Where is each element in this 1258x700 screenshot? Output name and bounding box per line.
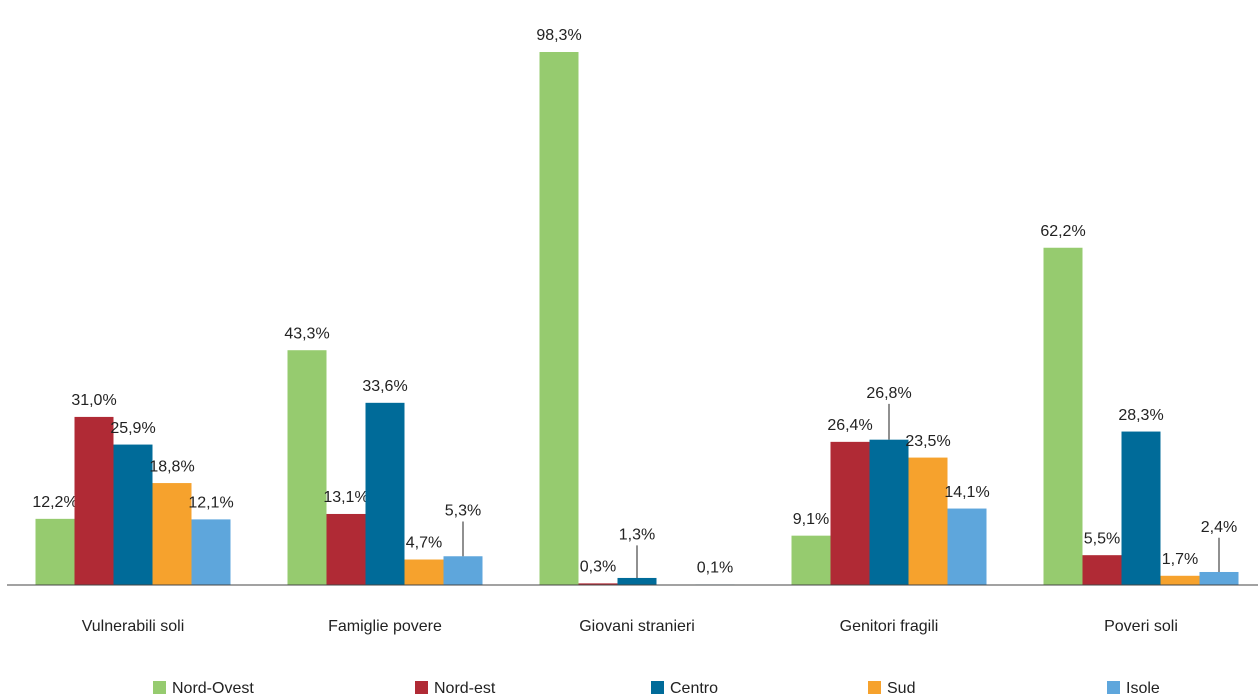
legend-label: Nord-Ovest (172, 680, 254, 697)
legend-swatch (651, 681, 664, 694)
data-label: 1,7% (1162, 551, 1198, 568)
data-label: 1,3% (619, 527, 655, 544)
bar (539, 52, 579, 585)
bar (74, 416, 114, 585)
data-label: 26,4% (827, 417, 872, 434)
data-label: 5,5% (1084, 530, 1120, 547)
bar (404, 559, 444, 585)
legend-swatch (153, 681, 166, 694)
bar (113, 444, 153, 585)
data-label: 28,3% (1118, 407, 1163, 424)
legend-label: Sud (887, 680, 915, 697)
data-label: 43,3% (284, 325, 329, 342)
data-label: 14,1% (944, 484, 989, 501)
bar (152, 483, 192, 585)
bar (326, 513, 366, 585)
data-label: 33,6% (362, 378, 407, 395)
bar (869, 439, 909, 585)
bar (908, 457, 948, 585)
data-label: 12,2% (32, 494, 77, 511)
legend-swatch (868, 681, 881, 694)
bar (1121, 431, 1161, 585)
data-label: 31,0% (71, 392, 116, 409)
data-label: 26,8% (866, 385, 911, 402)
legend-swatch (415, 681, 428, 694)
bar (830, 441, 870, 585)
bar (191, 519, 231, 585)
data-label: 5,3% (445, 503, 481, 520)
data-label: 12,1% (188, 495, 233, 512)
data-label: 62,2% (1040, 223, 1085, 240)
bar (1199, 571, 1239, 585)
bar (947, 508, 987, 585)
bar (287, 350, 327, 585)
data-label: 13,1% (323, 489, 368, 506)
x-tick-label: Poveri soli (1104, 618, 1178, 635)
legend-label: Nord-est (434, 680, 496, 697)
bar (365, 402, 405, 585)
legend-label: Centro (670, 680, 718, 697)
legend-label: Isole (1126, 680, 1160, 697)
x-tick-label: Genitori fragili (840, 618, 939, 635)
data-label: 2,4% (1201, 519, 1237, 536)
data-label: 0,3% (580, 559, 616, 576)
legend-swatch (1107, 681, 1120, 694)
bar (1043, 247, 1083, 585)
data-label: 23,5% (905, 433, 950, 450)
data-label: 18,8% (149, 458, 194, 475)
data-label: 4,7% (406, 535, 442, 552)
bar (1082, 555, 1122, 585)
data-label: 9,1% (793, 511, 829, 528)
x-tick-label: Famiglie povere (328, 618, 442, 635)
data-label: 98,3% (536, 27, 581, 44)
bar (1160, 575, 1200, 585)
data-label: 25,9% (110, 420, 155, 437)
x-tick-label: Giovani stranieri (579, 618, 695, 635)
bar (578, 583, 618, 585)
bar (443, 556, 483, 585)
data-label: 0,1% (697, 560, 733, 577)
x-tick-label: Vulnerabili soli (82, 618, 185, 635)
bar (35, 518, 75, 585)
bar (791, 535, 831, 585)
bar (617, 577, 657, 585)
